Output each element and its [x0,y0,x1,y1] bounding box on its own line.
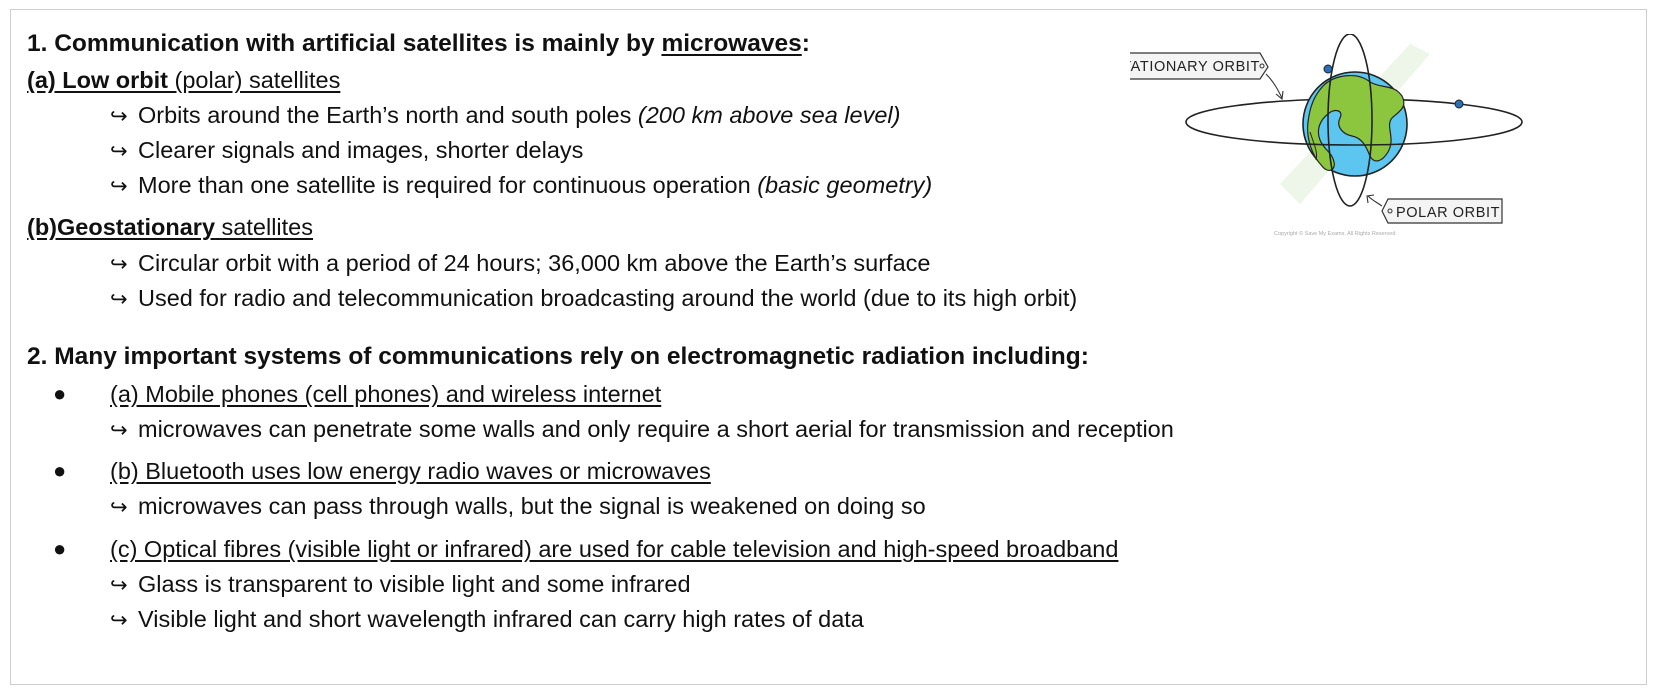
polar-satellite-icon [1323,64,1333,74]
hook-arrow-icon: ↪ [110,418,128,442]
low-orbit-point-2-text: Clearer signals and images, shorter dela… [138,137,584,163]
earth-icon [1302,71,1408,177]
low-orbit-point-3-italic: (basic geometry) [757,172,933,198]
geostationary-label-rest: satellites [215,214,313,240]
low-orbit-point-1-text: Orbits around the Earth’s north and sout… [138,102,638,128]
item-c-point-1-text: Glass is transparent to visible light an… [138,571,691,597]
polar-label-tag: POLAR ORBIT [1366,194,1503,224]
section1-heading-keyword: microwaves [661,30,802,57]
hook-arrow-icon: ↪ [110,174,128,198]
bullet-icon: ● [53,536,67,561]
geostationary-point-2-text: Used for radio and telecommunication bro… [138,285,1078,311]
low-orbit-point-3-text: More than one satellite is required for … [138,172,758,198]
orbit-diagram: GEOSTATIONARY ORBIT POLAR ORBIT Copyrigh… [1130,34,1523,237]
item-a-title: (a) Mobile phones (cell phones) and wire… [110,381,662,407]
hook-arrow-icon: ↪ [110,287,128,311]
item-b-title: (b) Bluetooth uses low energy radio wave… [110,458,711,484]
item-c-point-2: ↪ Visible light and short wavelength infr… [110,604,864,635]
section1-heading-start: 1. Communication with artificial satelli… [27,30,662,57]
geostationary-point-2: ↪ Used for radio and telecommunication br… [110,283,1077,314]
item-c-point-1: ↪ Glass is transparent to visible light a… [110,569,691,600]
polar-orbit [1327,34,1373,207]
low-orbit-point-2: ↪ Clearer signals and images, shorter del… [110,135,583,166]
geostationary-point-1: ↪ Circular orbit with a period of 24 hour… [110,248,930,279]
geostationary-label-text: GEOSTATIONARY ORBIT [1130,59,1260,75]
bullet-icon: ● [53,458,67,483]
polar-label-text: POLAR ORBIT [1396,205,1500,221]
copyright-text: Copyright © Save My Exams. All Rights Re… [1274,230,1395,237]
section1-heading-end: : [801,30,810,57]
low-orbit-point-1-italic: (200 km above sea level) [637,102,901,128]
geostationary-orbit-front [1185,121,1523,146]
geostationary-point-1-text: Circular orbit with a period of 24 hours… [138,250,931,276]
section2-heading: 2. Many important systems of communicati… [27,343,1089,370]
item-b-point-text: microwaves can pass through walls, but t… [138,493,926,519]
low-orbit-label: (a) Low orbit (polar) satellites [27,65,340,95]
hook-arrow-icon: ↪ [110,252,128,276]
low-orbit-point-3: ↪ More than one satellite is required for… [110,170,932,201]
low-orbit-label-bold: (a) Low orbit [27,67,168,93]
geostationary-satellite-icon [1454,99,1464,109]
hook-arrow-icon: ↪ [110,573,128,597]
low-orbit-label-rest: (polar) satellites [167,67,341,93]
content-frame [10,9,1647,685]
geostationary-label: (b)Geostationary satellites [27,212,313,242]
item-c-title: (c) Optical fibres (visible light or inf… [110,536,1119,562]
hook-arrow-icon: ↪ [110,139,128,163]
hook-arrow-icon: ↪ [110,104,128,128]
hook-arrow-icon: ↪ [110,495,128,519]
hook-arrow-icon: ↪ [110,608,128,632]
geostationary-label-tag: GEOSTATIONARY ORBIT [1130,52,1284,101]
item-c-point-2-text: Visible light and short wavelength infra… [138,606,864,632]
item-b-point: ↪ microwaves can pass through walls, but … [110,491,926,522]
section1-heading: 1. Communication with artificial satelli… [27,29,810,59]
bullet-icon: ● [53,381,67,406]
low-orbit-point-1: ↪ Orbits around the Earth’s north and sou… [110,100,900,131]
geostationary-label-bold: (b)Geostationary [27,214,216,240]
item-a-point-text: microwaves can penetrate some walls and … [138,416,1174,442]
item-a-point: ↪ microwaves can penetrate some walls and… [110,414,1174,445]
